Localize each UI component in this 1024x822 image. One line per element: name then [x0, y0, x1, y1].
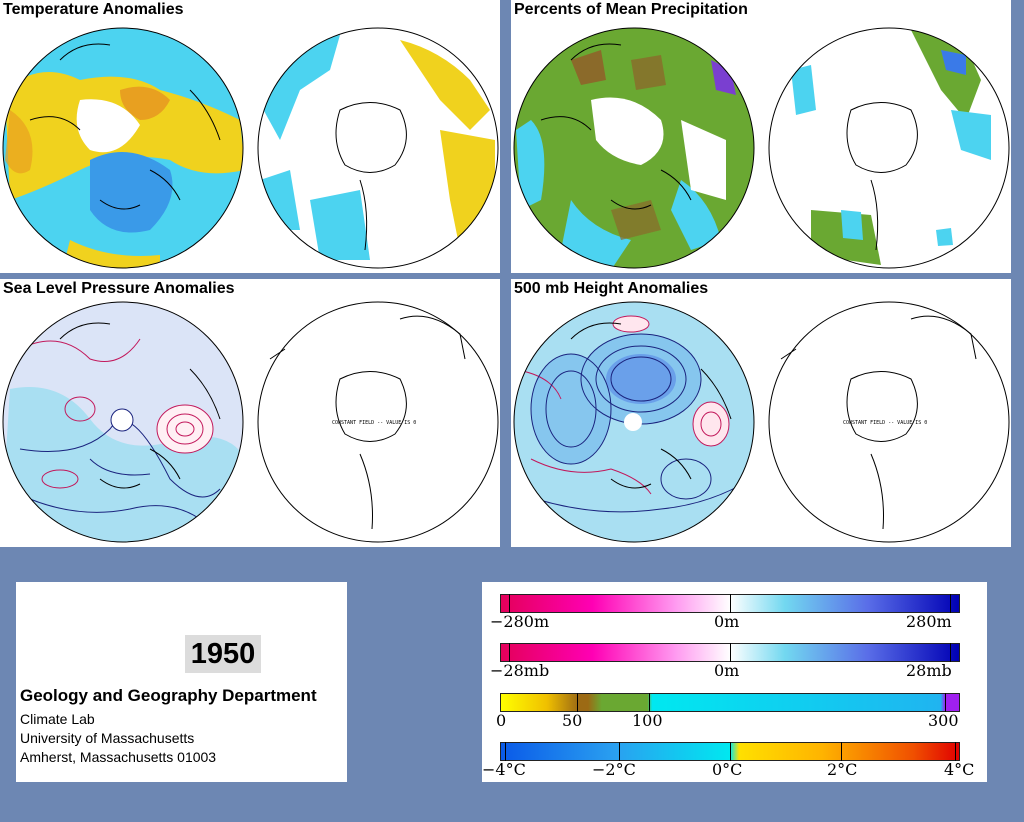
constant-field-label: CONSTANT FIELD -- VALUE IS 0 [332, 420, 416, 426]
legend-box: −280m 0m 280m −28mb 0m 28mb 0 50 100 300… [482, 582, 987, 782]
height-max-label: 280m [906, 612, 952, 631]
precip-50-label: 50 [562, 711, 583, 730]
slp-maps: CONSTANT FIELD -- VALUE IS 0 [2, 301, 499, 543]
height500-panel: 500 mb Height Anomalies [511, 279, 1011, 547]
address: Amherst, Massachusetts 01003 [20, 749, 217, 765]
temp-2-label: 2°C [827, 760, 858, 779]
precip-100-label: 100 [632, 711, 663, 730]
precip-0-label: 0 [496, 711, 507, 730]
precipitation-panel: Percents of Mean Precipitation [511, 0, 1011, 273]
globe-outline [2, 27, 244, 269]
precip-300-label: 300 [928, 711, 959, 730]
height500-maps: CONSTANT FIELD -- VALUE IS 0 [513, 301, 1010, 543]
precipitation-sh-map [769, 28, 1009, 268]
precipitation-maps [513, 27, 1010, 269]
globe-outline [513, 27, 755, 269]
info-box: 1950 Geology and Geography Department Cl… [16, 582, 347, 782]
precipitation-nh-map [514, 28, 754, 268]
year-label: 1950 [185, 635, 261, 673]
globe-outline [257, 301, 499, 543]
globe-outline [768, 301, 1010, 543]
panel-title: 500 mb Height Anomalies [511, 279, 712, 299]
temp-0-label: 0°C [712, 760, 743, 779]
panel-title: Temperature Anomalies [0, 0, 187, 20]
pressure-mid-label: 0m [714, 661, 740, 680]
slp-sh-map: CONSTANT FIELD -- VALUE IS 0 [269, 315, 466, 530]
panel-title: Percents of Mean Precipitation [511, 0, 751, 20]
height500-sh-map: CONSTANT FIELD -- VALUE IS 0 [780, 315, 977, 530]
temp-4-label: 4°C [944, 760, 975, 779]
panel-title: Sea Level Pressure Anomalies [0, 279, 238, 299]
pressure-colorbar [500, 643, 960, 662]
temperature-nh-map [3, 28, 243, 268]
precip-colorbar [500, 693, 960, 712]
slp-nh-map [3, 302, 243, 542]
pressure-max-label: 28mb [906, 661, 952, 680]
globe-outline [513, 301, 755, 543]
temperature-sh-map [258, 28, 498, 268]
slp-panel: Sea Level Pressure Anomalies CONSTANT FI… [0, 279, 500, 547]
temperature-colorbar [500, 742, 960, 761]
height500-nh-map [514, 302, 754, 542]
temperature-maps [2, 27, 499, 269]
temp-minus4-label: −4°C [482, 760, 526, 779]
lab-name: Climate Lab [20, 711, 95, 727]
university-name: University of Massachusetts [20, 730, 195, 746]
globe-outline [257, 27, 499, 269]
temp-minus2-label: −2°C [592, 760, 636, 779]
pressure-min-label: −28mb [490, 661, 550, 680]
constant-field-label: CONSTANT FIELD -- VALUE IS 0 [843, 420, 927, 426]
height-mid-label: 0m [714, 612, 740, 631]
height-colorbar [500, 594, 960, 613]
height-min-label: −280m [490, 612, 550, 631]
globe-outline [768, 27, 1010, 269]
temperature-panel: Temperature Anomalies [0, 0, 500, 273]
department-name: Geology and Geography Department [20, 686, 317, 705]
globe-outline [2, 301, 244, 543]
